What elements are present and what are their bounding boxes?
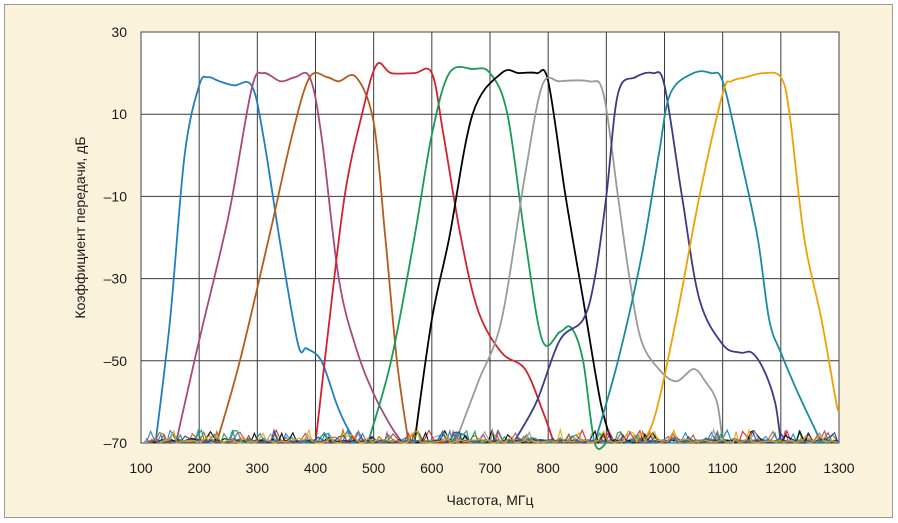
series-line-5 [367,66,607,450]
y-tick-label: –30 [104,271,128,287]
y-axis-label: Коэффициент передачи, дБ [72,136,88,318]
x-axis-label: Частота, МГц [447,492,534,508]
x-tick-label: 800 [536,460,560,476]
x-tick-label: 1100 [708,460,738,476]
x-tick-label: 300 [246,460,270,476]
x-axis-ticks: 100 200 300 400 500 600 700 800 900 1000 1100 1200 1… [129,460,854,476]
x-tick-label: 400 [304,460,328,476]
y-axis-ticks: 30 10 –10 –30 –50 –70 [104,24,128,451]
series-line-4 [314,62,555,444]
grid [141,32,839,443]
series-line-3 [215,71,410,444]
x-tick-label: 1300 [823,460,854,476]
chart-panel: 100 200 300 400 500 600 700 800 900 1000 1100 1200 1… [4,4,893,518]
x-tick-label: 700 [478,460,502,476]
y-tick-label: –50 [104,353,128,369]
noise-floor [143,427,840,445]
chart: 100 200 300 400 500 600 700 800 900 1000 1100 1200 1… [72,24,855,508]
x-tick-label: 200 [187,460,211,476]
x-tick-label: 1200 [765,460,796,476]
series-line-2 [175,71,404,444]
noise-floor-trace [159,427,837,444]
x-tick-label: 1000 [649,460,680,476]
y-tick-label: 10 [111,106,127,122]
series-line-9 [593,70,823,444]
x-tick-label: 600 [420,460,444,476]
series-line-7 [454,76,724,444]
series-line-8 [512,71,782,444]
series-line-6 [413,69,614,444]
series-layer [154,62,840,450]
x-tick-label: 500 [362,460,386,476]
x-tick-label: 900 [595,460,619,476]
series-line-10 [634,71,840,444]
y-tick-label: –10 [104,188,128,204]
x-tick-label: 100 [129,460,153,476]
y-tick-label: 30 [111,24,127,40]
y-tick-label: –70 [104,435,128,451]
